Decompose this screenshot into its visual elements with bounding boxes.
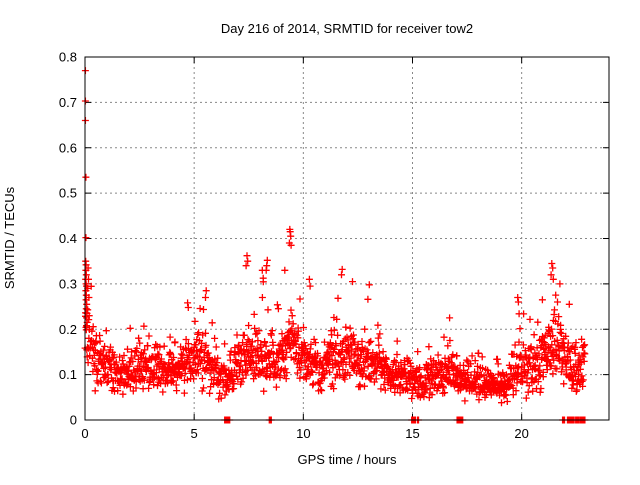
plot-border <box>84 56 610 421</box>
svg-text:0.6: 0.6 <box>59 140 77 155</box>
svg-text:0.8: 0.8 <box>59 50 77 65</box>
svg-text:5: 5 <box>191 426 198 441</box>
svg-text:0.7: 0.7 <box>59 95 77 110</box>
svg-text:0.3: 0.3 <box>59 276 77 291</box>
svg-text:10: 10 <box>296 426 310 441</box>
svg-text:0: 0 <box>81 426 88 441</box>
svg-text:0.4: 0.4 <box>59 231 77 246</box>
y-tick-labels: 0 0.1 0.2 0.3 0.4 0.5 0.6 0.7 0.8 <box>59 50 77 428</box>
x-tick-labels: 0 5 10 15 20 <box>81 426 529 441</box>
svg-text:0.5: 0.5 <box>59 186 77 201</box>
svg-text:0.1: 0.1 <box>59 367 77 382</box>
svg-text:15: 15 <box>405 426 419 441</box>
x-axis-label: GPS time / hours <box>298 452 397 467</box>
y-axis-label: SRMTID / TECUs <box>2 186 17 289</box>
chart-title: Day 216 of 2014, SRMTID for receiver tow… <box>221 21 473 36</box>
svg-text:0: 0 <box>70 413 77 428</box>
svg-text:0.2: 0.2 <box>59 322 77 337</box>
svg-text:20: 20 <box>514 426 528 441</box>
